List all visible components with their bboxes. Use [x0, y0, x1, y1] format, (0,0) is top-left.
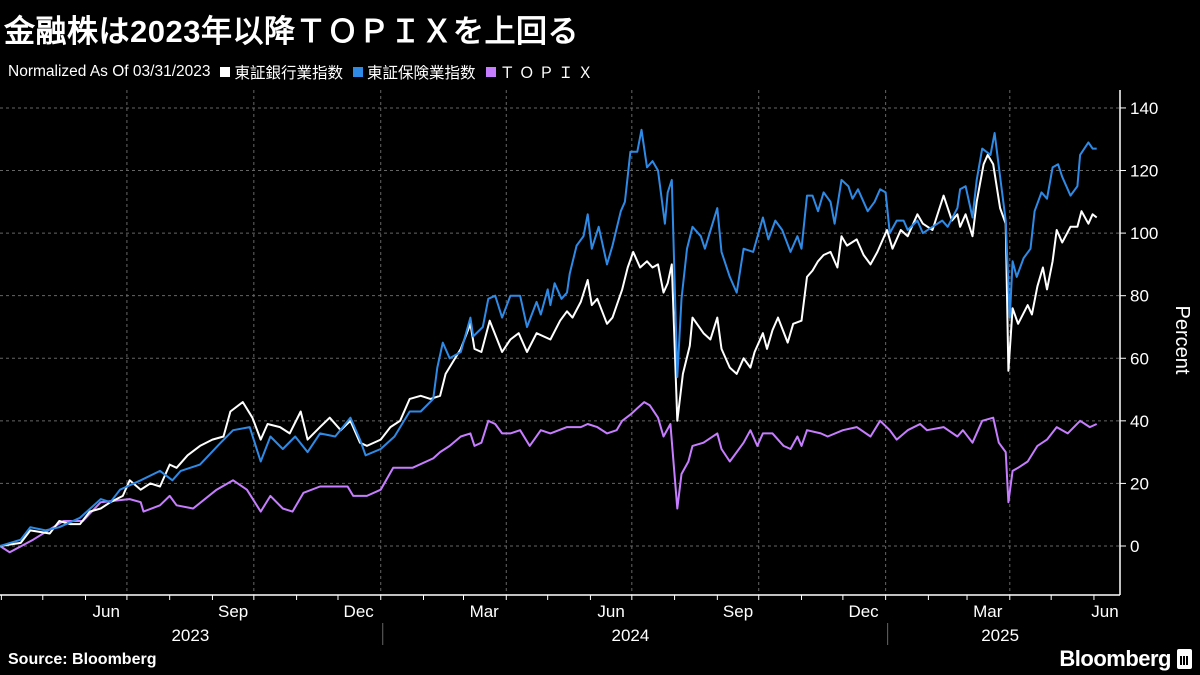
x-tick-label: Jun	[597, 602, 624, 621]
legend-swatch-banks	[220, 67, 231, 77]
legend-label-insurance: 東証保険業指数	[367, 65, 476, 82]
y-tick-label: 60	[1130, 349, 1149, 368]
legend: Normalized As Of 03/31/2023 東証銀行業指数 東証保険…	[8, 61, 597, 83]
legend-item-insurance: 東証保険業指数	[353, 61, 476, 83]
source-note: Source: Bloomberg	[8, 651, 157, 668]
bloomberg-logo: Bloomberg	[1059, 646, 1192, 672]
y-tick-label: 140	[1130, 99, 1158, 118]
x-tick-label: Jun	[93, 602, 120, 621]
y-axis-label: Percent	[1171, 306, 1193, 375]
legend-label-banks: 東証銀行業指数	[234, 65, 343, 82]
legend-label-topix: ＴＯＰＩＸ	[499, 65, 598, 82]
tick-labels: 0 20 40 60 80 100 120 140 Jun Sep Dec Mar Jun Sep Dec M…	[93, 99, 1159, 645]
gridlines	[0, 90, 1120, 595]
legend-item-topix: ＴＯＰＩＸ	[485, 61, 598, 83]
series-line-banks	[0, 153, 1098, 547]
brand-name: Bloomberg	[1059, 646, 1171, 671]
y-tick-label: 80	[1130, 287, 1149, 306]
series-lines	[0, 128, 1098, 554]
x-tick-label: Dec	[344, 602, 375, 621]
series-line-insurance	[0, 128, 1097, 547]
x-tick-label: Mar	[470, 602, 500, 621]
year-label: 2025	[981, 626, 1019, 645]
x-tick-label: Sep	[723, 602, 753, 621]
y-tick-label: 0	[1130, 537, 1139, 556]
legend-item-banks: 東証銀行業指数	[220, 61, 343, 83]
legend-swatch-insurance	[353, 67, 363, 77]
year-label: 2023	[171, 626, 209, 645]
legend-note: Normalized As Of 03/31/2023	[8, 63, 211, 80]
series-line-topix	[0, 401, 1098, 554]
bloomberg-logo-icon	[1177, 649, 1192, 669]
y-tick-label: 100	[1130, 224, 1158, 243]
axes	[0, 90, 1126, 645]
legend-swatch-topix	[485, 67, 496, 77]
y-tick-label: 120	[1130, 162, 1158, 181]
y-tick-label: 40	[1130, 412, 1149, 431]
x-tick-label: Mar	[973, 602, 1003, 621]
x-tick-label: Jun	[1091, 602, 1118, 621]
x-tick-label: Dec	[848, 602, 879, 621]
y-tick-label: 20	[1130, 474, 1149, 493]
chart-title: 金融株は2023年以降ＴＯＰＩＸを上回る	[4, 14, 579, 49]
x-tick-label: Sep	[218, 602, 248, 621]
year-label: 2024	[612, 626, 650, 645]
